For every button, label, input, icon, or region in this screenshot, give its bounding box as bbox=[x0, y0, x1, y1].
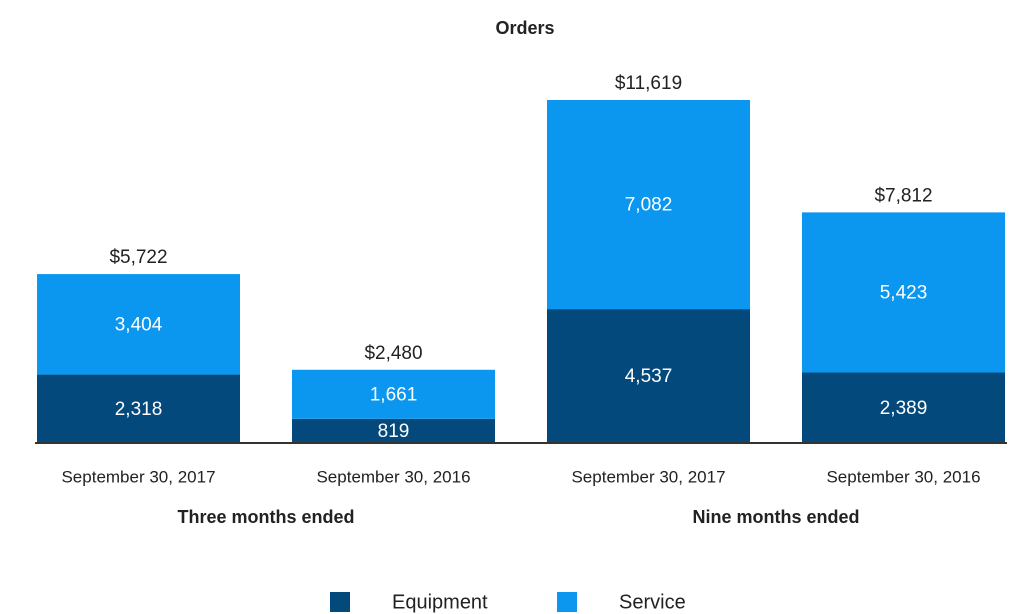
x-tick-label: September 30, 2016 bbox=[826, 467, 980, 486]
value-label: 819 bbox=[378, 421, 410, 442]
value-label: 4,537 bbox=[625, 366, 673, 387]
bar-segment bbox=[547, 309, 750, 443]
bar-segment bbox=[292, 418, 495, 443]
legend-swatch bbox=[557, 592, 577, 612]
value-label: 5,423 bbox=[880, 282, 928, 303]
value-label: 2,318 bbox=[115, 399, 163, 420]
bar-segment bbox=[547, 100, 750, 310]
x-tick-label: September 30, 2017 bbox=[571, 467, 725, 486]
legend-label: Service bbox=[619, 591, 686, 613]
bar-segment bbox=[802, 212, 1005, 373]
x-tick-label: September 30, 2016 bbox=[316, 467, 470, 486]
bar-segment bbox=[37, 274, 240, 375]
x-tick-label: September 30, 2017 bbox=[61, 467, 215, 486]
total-label: $7,812 bbox=[874, 185, 932, 206]
bar-segment bbox=[802, 372, 1005, 443]
legend-swatch bbox=[330, 592, 350, 612]
bar-segment bbox=[292, 369, 495, 419]
bar-segment bbox=[37, 374, 240, 443]
value-label: 2,389 bbox=[880, 398, 928, 419]
value-label: 3,404 bbox=[115, 314, 163, 335]
total-label: $11,619 bbox=[615, 73, 682, 94]
value-label: 1,661 bbox=[370, 384, 418, 405]
total-label: $2,480 bbox=[364, 343, 422, 364]
group-label: Nine months ended bbox=[692, 507, 859, 527]
total-label: $5,722 bbox=[109, 247, 167, 268]
value-label: 7,082 bbox=[625, 195, 673, 216]
group-label: Three months ended bbox=[177, 507, 354, 527]
chart-title: Orders bbox=[495, 18, 554, 38]
legend-label: Equipment bbox=[392, 591, 488, 613]
